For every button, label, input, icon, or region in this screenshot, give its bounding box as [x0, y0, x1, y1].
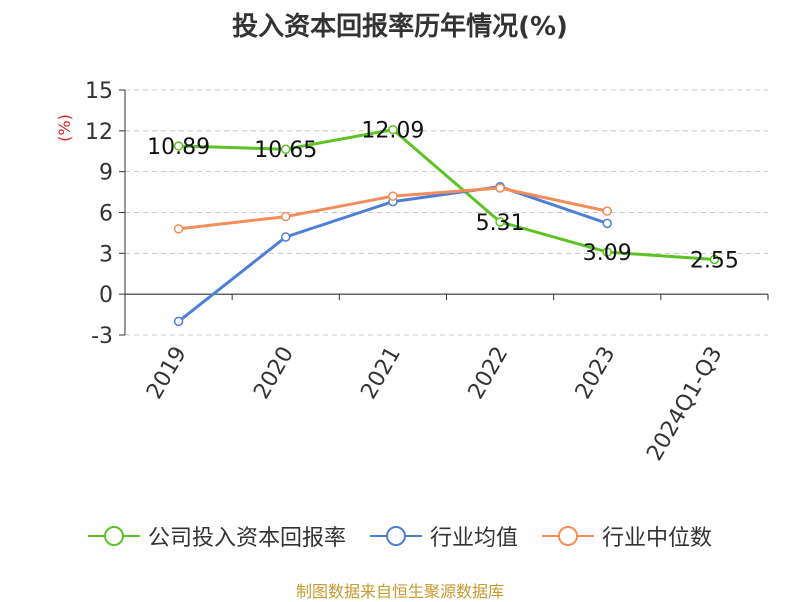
legend-label: 公司投入资本回报率	[147, 526, 346, 551]
legend-swatch-icon	[542, 526, 594, 546]
data-label: 10.65	[254, 138, 317, 163]
data-point	[388, 124, 398, 135]
data-label: 2.55	[690, 248, 739, 273]
data-point	[709, 254, 720, 265]
data-label: 5.31	[476, 211, 525, 236]
data-label: 3.09	[583, 241, 632, 266]
data-label: 10.89	[147, 135, 210, 160]
x-tick-label: 2024Q1-Q3	[642, 343, 727, 466]
y-tick-label: 15	[85, 79, 113, 104]
data-point	[173, 141, 184, 151]
grid-lines	[125, 89, 768, 336]
legend: 公司投入资本回报率 行业均值 行业中位数	[0, 520, 800, 552]
y-tick-label: 9	[99, 161, 113, 186]
legend-swatch-icon	[87, 526, 140, 546]
series-line	[178, 128, 715, 261]
x-tick-label: 2019	[142, 343, 192, 404]
data-point	[602, 218, 612, 229]
y-tick-label: 12	[85, 120, 113, 145]
data-point	[281, 232, 291, 242]
y-tick-label: 3	[99, 242, 113, 267]
legend-label: 行业均值	[429, 526, 518, 551]
data-point	[495, 183, 505, 193]
data-point	[281, 211, 291, 222]
data-point	[602, 206, 612, 216]
legend-item[interactable]: 行业均值	[369, 520, 518, 552]
legend-item[interactable]: 公司投入资本回报率	[87, 520, 346, 552]
data-point	[388, 191, 398, 201]
data-point	[173, 316, 184, 327]
legend-label: 行业中位数	[602, 526, 713, 551]
x-tick-label: 2022	[464, 343, 514, 404]
y-axis-label: (%)	[55, 114, 74, 142]
x-tick-label: 2023	[571, 343, 621, 404]
data-point	[495, 217, 505, 227]
series-lines	[173, 124, 720, 327]
y-tick-label: -3	[91, 324, 113, 349]
x-tick-label: 2020	[249, 343, 299, 404]
source-note: 制图数据来自恒生聚源数据库	[295, 582, 504, 601]
data-point	[281, 144, 291, 154]
y-tick-label: 6	[99, 202, 113, 227]
data-label: 12.09	[361, 119, 424, 144]
y-tick-label: 0	[99, 283, 113, 308]
legend-swatch-icon	[369, 526, 422, 546]
chart-title: 投入资本回报率历年情况(%)	[232, 12, 568, 42]
series-line	[177, 185, 608, 323]
data-labels: 10.89 10.65 12.09 5.31 3.09 2.55	[147, 119, 739, 274]
data-point	[602, 247, 612, 257]
data-point	[173, 224, 184, 234]
legend-item[interactable]: 行业中位数	[542, 520, 712, 552]
x-tick-label: 2021	[356, 343, 406, 404]
